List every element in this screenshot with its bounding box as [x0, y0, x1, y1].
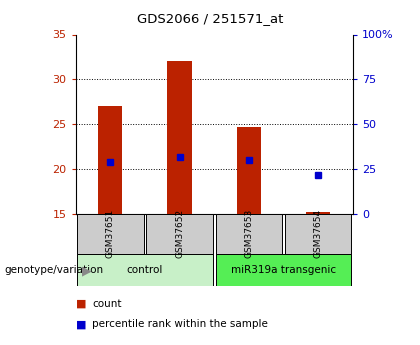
Text: GSM37654: GSM37654 — [314, 209, 323, 258]
Text: GSM37651: GSM37651 — [106, 209, 115, 258]
Text: genotype/variation: genotype/variation — [4, 265, 103, 275]
Bar — [215, 255, 352, 286]
Text: ■: ■ — [76, 319, 86, 329]
Bar — [237, 127, 261, 214]
Text: miR319a transgenic: miR319a transgenic — [231, 265, 336, 275]
Text: GSM37653: GSM37653 — [244, 209, 253, 258]
Bar — [98, 106, 122, 214]
Bar — [77, 255, 213, 286]
Text: percentile rank within the sample: percentile rank within the sample — [92, 319, 268, 329]
Text: ▶: ▶ — [82, 264, 92, 277]
Text: GSM37652: GSM37652 — [175, 209, 184, 258]
Bar — [285, 214, 352, 254]
Bar — [146, 214, 213, 254]
Bar — [77, 214, 144, 254]
Text: ■: ■ — [76, 299, 86, 308]
Text: control: control — [127, 265, 163, 275]
Bar — [215, 214, 282, 254]
Text: count: count — [92, 299, 122, 308]
Bar — [168, 61, 192, 214]
Text: GDS2066 / 251571_at: GDS2066 / 251571_at — [137, 12, 283, 25]
Bar — [306, 212, 330, 214]
